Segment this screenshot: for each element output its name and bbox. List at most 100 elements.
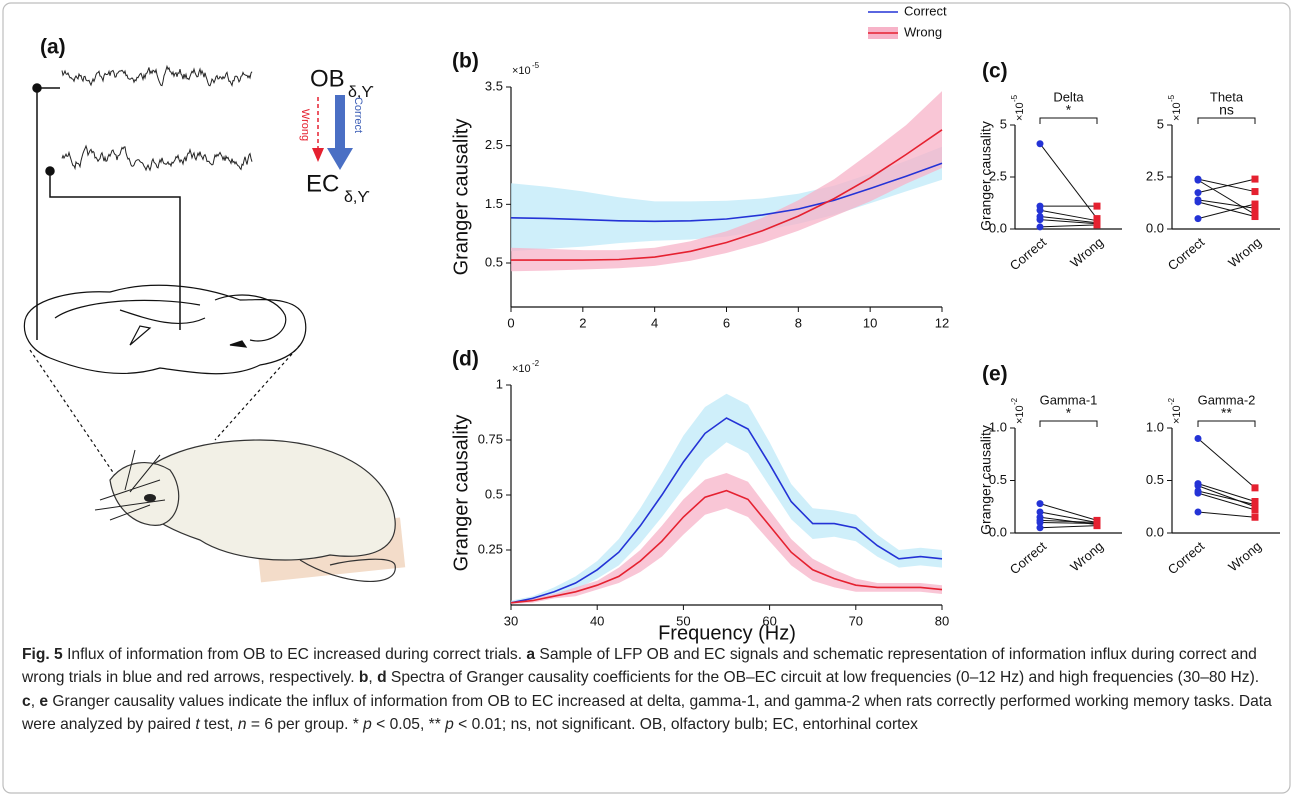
caption-text: a xyxy=(526,646,536,663)
data-point xyxy=(1036,216,1044,224)
significance-bracket xyxy=(1039,420,1098,427)
pair-line xyxy=(1197,483,1256,502)
series-line xyxy=(510,489,943,604)
caption-text: Sample of LFP OB and EC signals and sche… xyxy=(22,646,1257,687)
scale-exponent: -5 xyxy=(532,61,540,70)
caption-text: t xyxy=(195,716,200,734)
x-axis-label: Frequency (Hz) xyxy=(658,622,796,644)
scale-label: ×10 xyxy=(512,65,531,77)
y-tick-label: 5 xyxy=(1000,116,1007,131)
scale-exponent: -2 xyxy=(532,359,540,368)
pair-line xyxy=(1039,216,1098,224)
error-band xyxy=(511,473,942,604)
data-point xyxy=(1093,202,1101,210)
scale-label: ×10 xyxy=(1171,405,1183,424)
x-tick-label: 40 xyxy=(590,613,604,628)
data-point xyxy=(1194,482,1202,490)
y-tick-label: 0.75 xyxy=(478,431,503,446)
wrong-arrowhead xyxy=(312,148,324,162)
y-tick-label: 0.0 xyxy=(1146,220,1164,235)
target-node: EC xyxy=(306,170,339,197)
data-point xyxy=(1194,189,1202,197)
pair-line xyxy=(1197,203,1256,220)
lfp-traces xyxy=(61,64,253,172)
pair-line xyxy=(1197,179,1256,215)
y-axis-label: Granger causality xyxy=(978,425,994,535)
significance-bracket xyxy=(1197,420,1256,427)
chart-title: Delta xyxy=(1053,89,1084,104)
correct-label: Correct xyxy=(352,97,364,133)
source-node: OB xyxy=(310,65,345,92)
x-tick-label: 30 xyxy=(504,613,518,628)
y-tick-label: 2.5 xyxy=(989,168,1007,183)
data-point xyxy=(1194,198,1202,206)
x-tick-label: Wrong xyxy=(1067,234,1106,270)
panel-label: (e) xyxy=(982,363,1008,386)
data-point xyxy=(1194,215,1202,223)
scale-label: ×10 xyxy=(512,363,531,375)
data-point xyxy=(1251,204,1259,212)
scale-exponent: -2 xyxy=(1167,397,1176,405)
x-tick-label: 50 xyxy=(676,613,690,628)
x-tick-label: 6 xyxy=(723,315,730,330)
data-point xyxy=(1093,520,1101,528)
y-tick-label: 2.5 xyxy=(1146,168,1164,183)
caption-text: Spectra of Granger causality coefficient… xyxy=(386,669,1260,687)
correct-arrow xyxy=(327,95,353,170)
pair-line xyxy=(1039,525,1098,529)
y-axis-label: Granger causality xyxy=(450,119,472,276)
wrong-label: Wrong xyxy=(299,109,311,141)
x-tick-label: 80 xyxy=(935,613,949,628)
chart-title: Theta xyxy=(1210,89,1244,104)
chart-title: Gamma-1 xyxy=(1040,392,1098,407)
series-line xyxy=(510,417,943,604)
data-point xyxy=(1036,500,1044,508)
y-axis-label: Granger causality xyxy=(978,121,994,231)
x-tick-label: Wrong xyxy=(1225,234,1264,270)
y-tick-label: 5 xyxy=(1157,116,1164,131)
caption-text: < 0.05, ** xyxy=(371,716,446,734)
x-tick-label: 2 xyxy=(579,315,586,330)
y-tick-label: 0.0 xyxy=(989,524,1007,539)
panel-label: (b) xyxy=(452,50,479,73)
data-point xyxy=(1251,200,1259,208)
data-point xyxy=(1194,487,1202,495)
caption-text: = 6 per group. * xyxy=(246,716,364,734)
data-point xyxy=(1251,210,1259,218)
x-tick-label: Correct xyxy=(1007,234,1050,273)
data-point xyxy=(1036,206,1044,214)
pair-line xyxy=(1197,438,1256,489)
significance-label: * xyxy=(1066,102,1072,118)
data-point xyxy=(1251,506,1259,514)
caption-text: Fig. 5 xyxy=(22,646,63,663)
caption-text: Granger causality values indicate the in… xyxy=(22,692,1272,734)
x-tick-label: 60 xyxy=(762,613,776,628)
x-tick-label: Correct xyxy=(1007,538,1050,577)
series-line xyxy=(510,162,943,223)
caption-text: c xyxy=(22,692,31,710)
x-tick-label: Wrong xyxy=(1225,538,1264,574)
caption-text: p xyxy=(445,716,454,734)
electrode-wires xyxy=(32,83,181,340)
significance-bracket xyxy=(1197,117,1256,124)
data-point xyxy=(1251,175,1259,183)
caption-text: , xyxy=(368,669,378,687)
caption-text: , xyxy=(30,692,40,710)
data-point xyxy=(1194,508,1202,516)
significance-bracket xyxy=(1039,117,1098,124)
x-tick-label: 4 xyxy=(651,315,658,330)
x-tick-label: Wrong xyxy=(1067,538,1106,574)
pair-line xyxy=(1039,519,1098,523)
caption-text: n xyxy=(237,716,247,734)
data-point xyxy=(1194,176,1202,184)
brain-sketch xyxy=(23,284,307,491)
legend-label: Correct xyxy=(904,3,947,18)
x-tick-label: Correct xyxy=(1165,234,1208,273)
data-point xyxy=(1036,508,1044,516)
y-tick-label: 0.0 xyxy=(1146,524,1164,539)
y-tick-label: 0.25 xyxy=(478,541,503,556)
pair-line xyxy=(1197,511,1256,518)
scale-label: ×10 xyxy=(1014,405,1026,424)
x-tick-label: 0 xyxy=(507,315,514,330)
